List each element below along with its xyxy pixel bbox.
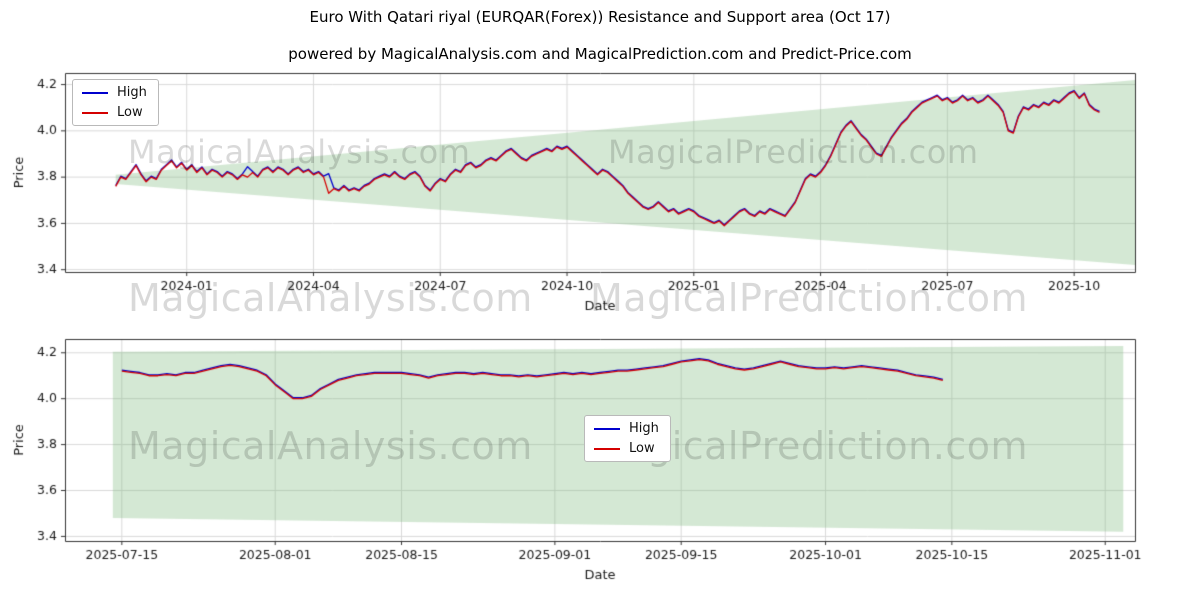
legend-entry-low: Low (594, 441, 659, 456)
low-line-swatch (82, 111, 108, 114)
legend-label-low: Low (629, 441, 655, 456)
legend-entry-high: High (82, 85, 147, 100)
high-line-swatch (82, 91, 108, 94)
chart-subtitle: powered by MagicalAnalysis.com and Magic… (288, 45, 912, 63)
legend-label-low: Low (117, 105, 143, 120)
legend-entry-low: Low (82, 105, 147, 120)
chart-title: Euro With Qatari riyal (EURQAR(Forex)) R… (309, 8, 891, 26)
low-line-swatch (594, 447, 620, 450)
legend-label-high: High (629, 421, 659, 436)
legend-main-chart: High Low (72, 79, 159, 126)
legend-entry-high: High (594, 421, 659, 436)
legend-label-high: High (117, 85, 147, 100)
high-line-swatch (594, 427, 620, 430)
legend-recent-chart: High Low (584, 415, 671, 462)
